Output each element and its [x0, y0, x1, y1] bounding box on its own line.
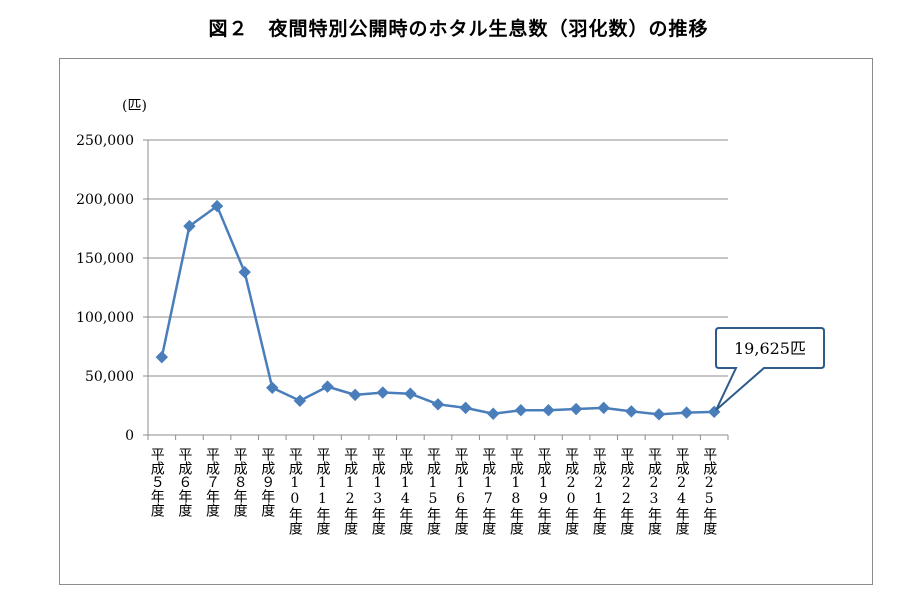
x-tick-label: 平成18年度 — [508, 447, 524, 535]
callout-annotation: 19,625匹 — [715, 327, 825, 411]
y-tick-label: 100,000 — [76, 310, 134, 326]
x-tick-label: 平成９年度 — [259, 447, 275, 517]
x-tick-label: 平成24年度 — [674, 447, 690, 535]
data-point-marker — [404, 387, 417, 400]
data-point-marker — [514, 404, 528, 417]
x-tick-label: 平成10年度 — [287, 447, 303, 535]
y-tick-label: 0 — [125, 428, 134, 444]
x-tick-label: 平成15年度 — [425, 447, 441, 535]
x-tick-label: 平成19年度 — [535, 447, 551, 535]
data-point-marker — [321, 380, 334, 393]
data-point-marker — [210, 199, 224, 213]
data-point-marker — [183, 219, 196, 233]
x-tick-label: 平成８年度 — [232, 447, 248, 517]
x-tick-label: 平成11年度 — [315, 447, 331, 535]
x-tick-label: 平成６年度 — [176, 447, 192, 517]
x-tick-label: 平成５年度 — [149, 447, 165, 517]
y-tick-labels: 0 50,000 100,000 150,000 200,000 250,000 — [76, 133, 134, 444]
x-tick-label: 平成17年度 — [480, 447, 496, 535]
data-point-marker — [652, 408, 666, 421]
data-point-marker — [376, 386, 389, 399]
gridlines — [143, 139, 728, 436]
y-axis-unit-label: (匹) — [122, 98, 147, 114]
x-tick-label: 平成20年度 — [563, 447, 579, 535]
y-tick-label: 50,000 — [85, 369, 134, 385]
x-tick-label: 平成14年度 — [397, 447, 413, 535]
chart-title: 図２ 夜間特別公開時のホタル生息数（羽化数）の推移 — [208, 18, 709, 40]
series-polyline — [160, 204, 715, 416]
data-point-marker — [597, 401, 610, 415]
x-tick-label: 平成16年度 — [453, 447, 469, 535]
data-point-marker — [155, 350, 169, 364]
data-point-marker — [431, 398, 445, 411]
data-point-marker — [625, 405, 638, 418]
data-point-marker — [569, 402, 583, 416]
data-point-marker — [459, 401, 472, 415]
y-tick-label: 250,000 — [76, 133, 134, 149]
y-tick-label: 200,000 — [76, 192, 134, 208]
data-point-marker — [542, 404, 555, 417]
data-point-marker — [348, 388, 362, 402]
chart-frame — [59, 58, 873, 585]
y-tick-label: 150,000 — [76, 251, 134, 267]
callout-label: 19,625匹 — [734, 339, 806, 358]
x-tick-label: 平成25年度 — [701, 447, 717, 535]
x-tick-label: 平成23年度 — [646, 447, 662, 535]
data-point-marker — [293, 394, 307, 407]
data-point-marker — [680, 406, 693, 419]
x-tick-label: 平成21年度 — [591, 447, 607, 535]
x-tick-label: 平成13年度 — [370, 447, 386, 535]
data-point-marker — [487, 407, 500, 420]
data-point-marker — [266, 381, 279, 395]
data-point-marker — [238, 265, 251, 279]
axes — [147, 140, 729, 440]
callout-bubble — [715, 327, 825, 411]
series-line — [155, 199, 721, 421]
x-tick-label: 平成７年度 — [204, 447, 220, 517]
x-tick-label: 平成22年度 — [618, 447, 634, 535]
x-tick-label: 平成12年度 — [342, 447, 358, 535]
x-tick-labels: 平成５年度 平成６年度 平成７年度 平成８年度 平成９年度 平成10年度 平成11年度 平成1… — [149, 447, 717, 535]
